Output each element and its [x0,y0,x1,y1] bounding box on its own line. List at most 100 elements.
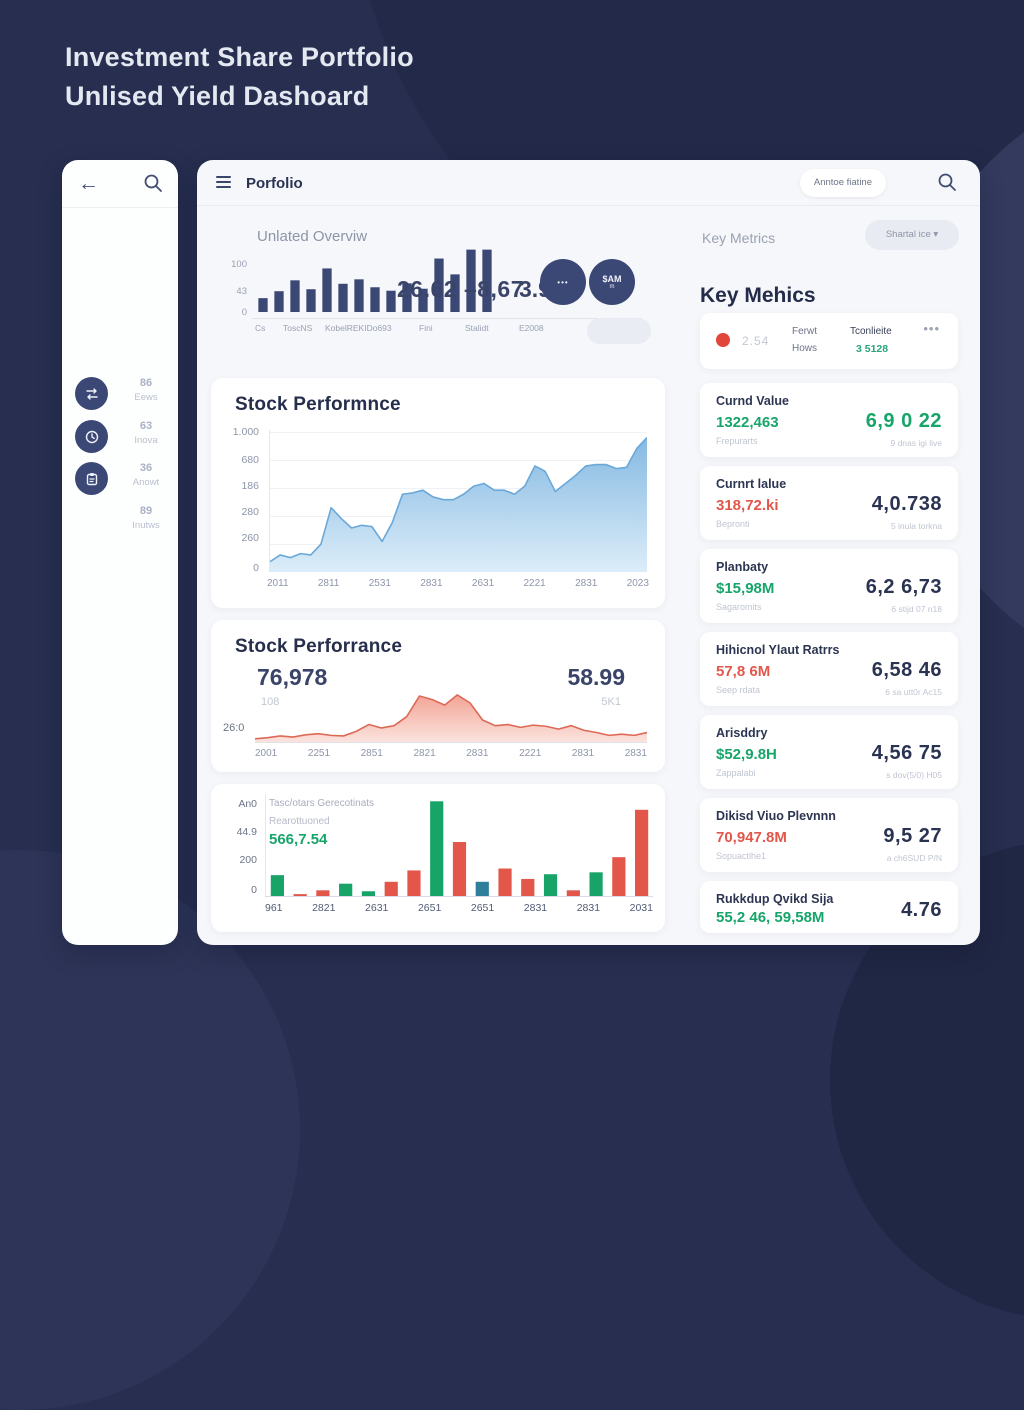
x-label: 2831 [571,748,595,759]
metric-title: Curnrt lalue [716,477,787,491]
sidebar-item-anowt[interactable]: 36 Anowt [62,460,178,500]
metric-right-sub: 6 sa utt0r Ac15 [885,687,942,697]
sidebar-item-count: 63 [139,420,153,432]
metric-title: Arisddry [716,726,768,740]
axis-line [255,742,647,743]
menu-icon[interactable] [216,176,231,188]
metric-right-value: 4,56 75 [871,742,942,764]
stock-area-chart-blue [269,430,647,572]
legend-value: 566,7.54 [269,831,328,848]
metric-card[interactable]: Curnrt lalue 318,72.ki Bepronti 4,0.738 … [700,466,958,540]
badge-am-line1: $AM [602,274,622,284]
page-title-line1: Investment Share Portfolio [65,42,414,72]
sidebar-item-inutws[interactable]: 89 Inutws [62,503,178,543]
x-label: 2831 [575,578,598,589]
clock-icon [75,420,108,453]
badge-dots-label: ••• [557,277,569,287]
sidebar-item-label: Anowt [132,477,160,488]
back-arrow-icon[interactable]: ← [78,172,99,195]
y-label: An0 [238,798,257,810]
main-topbar: Porfolio Anntoe fiatine [197,160,980,206]
metric-right-sub: s dov(5/0) H05 [886,770,942,780]
key-metrics-heading: Key Mehics [700,284,816,307]
x-label: 2851 [360,748,383,759]
metric-left-sub: Zappalabi [716,768,756,778]
sidebar-item-eews[interactable]: 86 Eews [62,375,178,415]
metric-card[interactable]: Planbaty $15,98M Sagaromits 6,2 6,73 6 s… [700,549,958,623]
x-label: 2831 [466,748,489,759]
main-search-icon[interactable] [936,171,958,193]
summary-col1-line2: Hows [792,343,818,354]
metric-card[interactable]: Rukkdup Qvikd Sija 55,2 46, 59,58M 4.76 [700,881,958,933]
x-label: 2831 [420,578,443,589]
x-label: 2011 [267,578,289,589]
overview-badge-dots[interactable]: ••• [540,259,586,305]
key-metrics-header: Key Metrics [702,230,776,246]
overview-x-label: Cs [255,323,266,333]
big-value-left: 76,978 [257,664,328,690]
sidebar-item-label: Inova [134,435,158,446]
y-label: 186 [241,480,259,492]
legend-line1: Tasc/otars Gerecotinats [269,798,375,809]
y-label: 680 [241,454,259,466]
metric-right-sub: 6 stijd 07 n18 [891,604,942,614]
metric-card[interactable]: Hihicnol Ylaut Ratrrs 57,8 6M Seep rdata… [700,632,958,706]
x-label: 2031 [629,902,653,914]
key-metrics-dropdown[interactable]: Shartal ice ▾ [865,220,959,250]
metric-left-value: $15,98M [716,580,775,597]
clipboard-icon [75,462,108,495]
metric-card[interactable]: Curnd Value 1322,463 Frepurarts 6,9 0 22… [700,383,958,457]
sidebar-item-label: Eews [134,392,158,403]
overview-x-label: Stalidt [465,323,489,333]
bar-chart-card: An0 44.9 200 0 Tasc/otars Gerecotinats R… [211,784,665,932]
x-label: 2651 [417,902,442,914]
stock-performance-card-2: Stock Perforrance 76,978 108 58.99 5K1 2… [211,620,665,772]
x-label: 2631 [365,902,389,914]
overview-x-label: ToscNS [283,323,313,333]
metric-left-value: 1322,463 [716,414,779,431]
overview-x-label: KobelREKIDo693 [325,323,392,333]
metric-right-sub: 9 dnas igi live [890,438,942,448]
stock-area-chart-red [255,682,647,742]
sidebar: ← 86 Eews 63 Inova 36 Anowt [62,160,178,945]
sidebar-item-label: Inutws [132,520,160,531]
overview-pill[interactable] [587,318,651,344]
x-label: 2831 [576,902,601,914]
overview-axis-line [252,318,642,319]
metric-right-value: 4.76 [901,899,942,921]
more-options-icon[interactable]: ••• [923,321,940,336]
y-label: 0 [253,562,259,574]
x-axis-labels: 961 2821 2631 2651 2651 2831 2831 2031 [265,902,653,914]
y-label: 260 [241,532,259,544]
stock-performance-card-1: Stock Performnce 1.000 680 186 280 260 0… [211,378,665,608]
metric-left-sub: Bepronti [716,519,750,529]
overview-value-pair: 26.62 –8,67 [397,276,525,302]
axis-line [265,896,653,897]
big-value-right: 58.99 [567,664,625,690]
summary-col2-line1: Tconlieite [850,326,892,337]
profile-button[interactable]: Anntoe fiatine [799,169,886,197]
metric-card[interactable]: Dikisd Viuo Plevnnn 70,947.8M Sopuactlhe… [700,798,958,872]
status-dot-icon [716,333,730,347]
x-label: 2001 [255,748,278,759]
metric-right-value: 4,0.738 [871,493,942,515]
x-label: 2831 [624,748,647,759]
y-label: 280 [241,506,259,518]
overview-badge-am[interactable]: $AM m [589,259,635,305]
revenue-bar-chart [265,794,653,896]
y-label: 0 [251,884,257,896]
sub-value-left: 108 [261,696,280,708]
metric-left-sub: Seep rdata [716,685,761,695]
metric-right-value: 6,9 0 22 [865,410,942,432]
metric-card[interactable]: Arisddry $52,9.8H Zappalabi 4,56 75 s do… [700,715,958,789]
sub-value-right: 5K1 [601,696,621,708]
summary-col1-line1: Ferwt [792,326,817,337]
sidebar-item-count: 86 [139,377,153,389]
sidebar-item-inova[interactable]: 63 Inova [62,418,178,458]
y-label: 44.9 [236,826,257,838]
page-title: Investment Share Portfolio Unlised Yield… [65,38,414,116]
legend-line2: Rearottuoned [269,816,330,827]
sidebar-search-icon[interactable] [142,172,164,194]
summary-value: 2.54 [742,334,770,348]
metric-title: Rukkdup Qvikd Sija [716,892,834,906]
